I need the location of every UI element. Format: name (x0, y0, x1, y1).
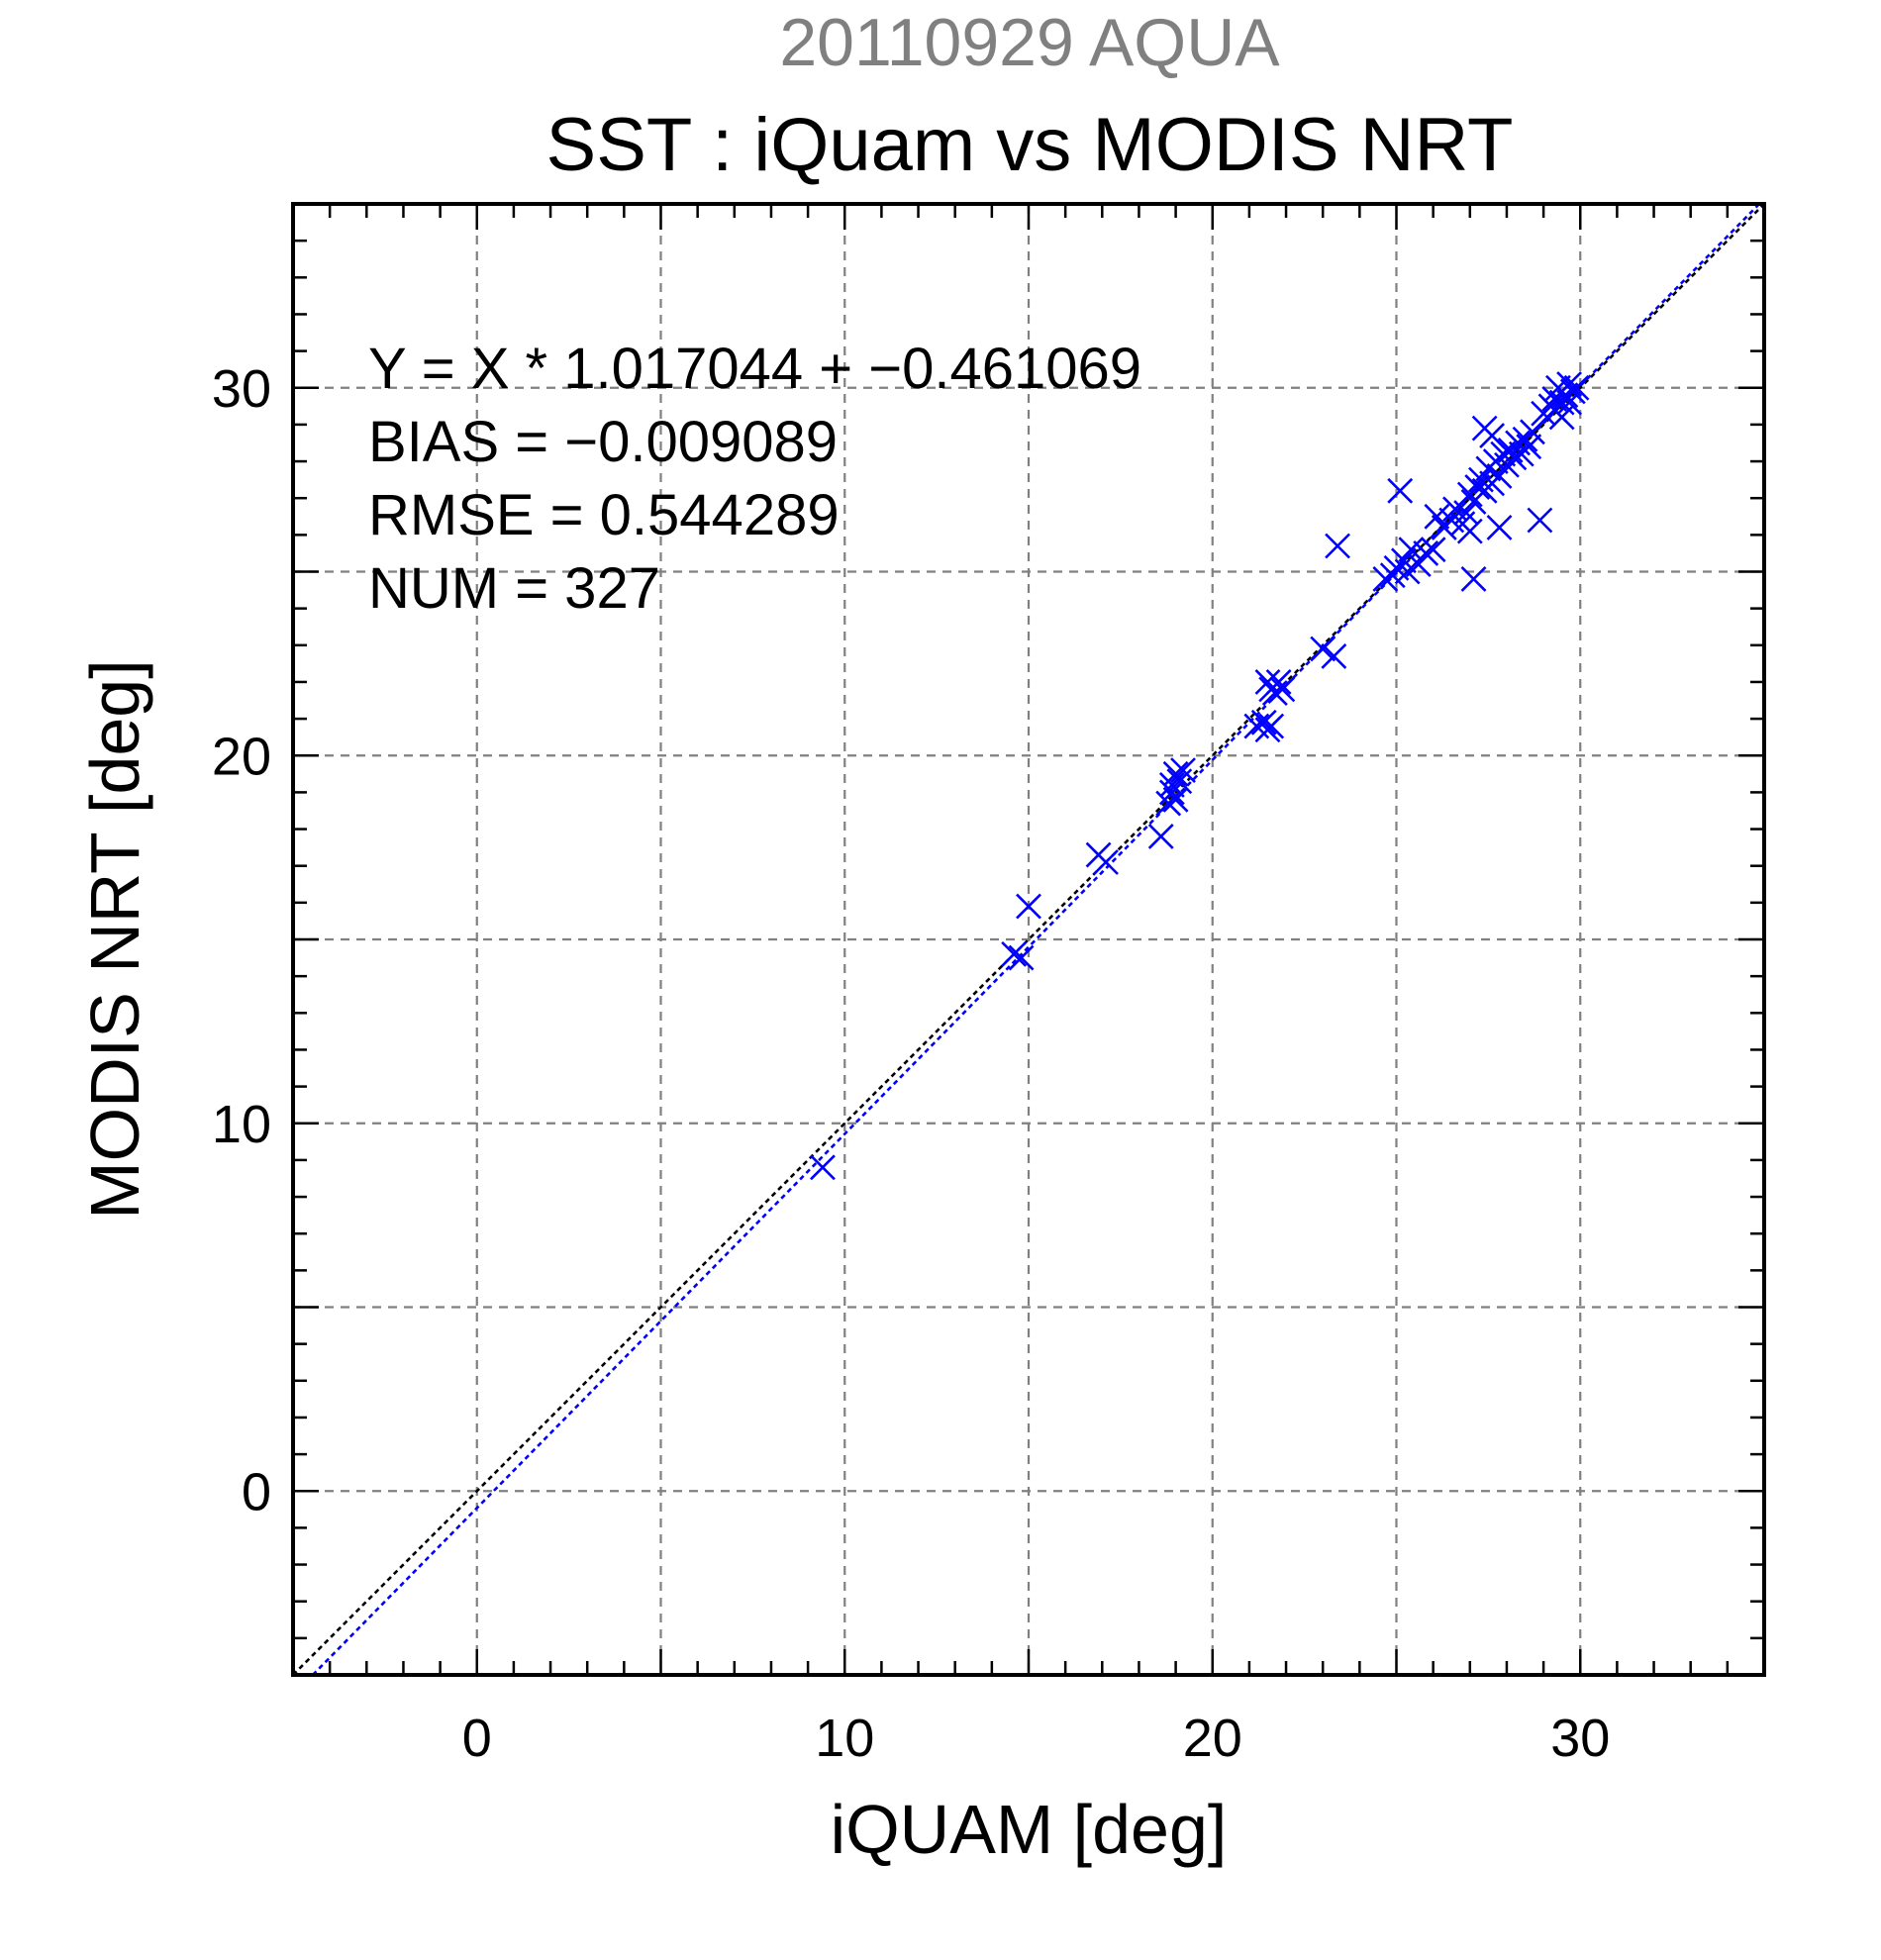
data-point (1464, 474, 1491, 500)
num-value: NUM = 327 (368, 556, 660, 621)
data-point (1008, 944, 1035, 971)
data-point (1456, 518, 1483, 544)
data-point (1527, 507, 1553, 534)
data-point (1541, 397, 1568, 423)
data-point (1556, 389, 1583, 416)
data-point (1486, 462, 1513, 489)
data-point (1387, 477, 1414, 504)
data-point (1093, 849, 1119, 875)
chart-title: SST : iQuam vs MODIS NRT (546, 103, 1514, 187)
chart-title-date: 20110929 AQUA (779, 5, 1280, 80)
y-axis-label: MODIS NRT [deg] (76, 659, 153, 1219)
data-point (1261, 680, 1288, 707)
data-point (1147, 824, 1174, 849)
data-point (1254, 669, 1281, 695)
x-tick-label: 10 (815, 1709, 874, 1768)
data-point (1563, 374, 1590, 401)
data-point (1250, 709, 1277, 735)
bias-value: BIAS = −0.009089 (368, 410, 838, 474)
data-point (1460, 566, 1487, 592)
x-tick-label: 20 (1183, 1709, 1242, 1768)
tick-labels: 0 10 20 30 0 10 20 30 (212, 359, 1610, 1768)
x-tick-label: 0 (462, 1709, 492, 1768)
data-point (1321, 643, 1347, 669)
data-point (1310, 636, 1336, 662)
data-point (1258, 713, 1285, 739)
data-point (1486, 515, 1513, 540)
data-point (1379, 562, 1406, 589)
data-point (1520, 419, 1545, 445)
y-tick-label: 20 (212, 727, 271, 786)
y-tick-label: 0 (242, 1462, 271, 1521)
data-point (1001, 940, 1028, 967)
data-point (1501, 444, 1528, 471)
data-point (1479, 423, 1506, 448)
data-point (1420, 537, 1446, 563)
data-point (1424, 503, 1450, 530)
x-axis-label: iQUAM [deg] (831, 1791, 1228, 1868)
data-point (1398, 537, 1425, 563)
rmse-value: RMSE = 0.544289 (368, 483, 840, 547)
y-tick-label: 10 (212, 1095, 271, 1154)
data-point (1170, 757, 1196, 784)
x-tick-label: 30 (1550, 1709, 1610, 1768)
data-point (1162, 760, 1189, 787)
y-tick-label: 30 (212, 359, 271, 419)
data-point (1016, 893, 1041, 920)
data-point (1413, 540, 1439, 566)
data-points (810, 371, 1590, 1181)
grid-lines (293, 204, 1764, 1675)
data-point (810, 1154, 836, 1181)
fit-equation: Y = X * 1.017044 + −0.461069 (368, 337, 1141, 401)
data-point (1269, 676, 1296, 703)
data-point (1516, 434, 1542, 460)
data-point (1325, 533, 1350, 559)
data-point (1556, 371, 1583, 397)
plot-frame (291, 202, 1766, 1677)
